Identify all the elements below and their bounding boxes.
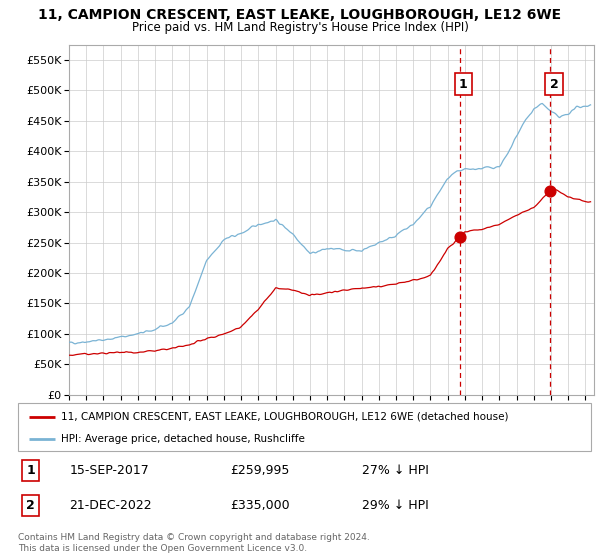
Text: 21-DEC-2022: 21-DEC-2022 <box>70 500 152 512</box>
Text: 29% ↓ HPI: 29% ↓ HPI <box>362 500 428 512</box>
Text: Contains HM Land Registry data © Crown copyright and database right 2024.
This d: Contains HM Land Registry data © Crown c… <box>18 533 370 553</box>
Text: 11, CAMPION CRESCENT, EAST LEAKE, LOUGHBOROUGH, LE12 6WE: 11, CAMPION CRESCENT, EAST LEAKE, LOUGHB… <box>38 8 562 22</box>
Text: 27% ↓ HPI: 27% ↓ HPI <box>362 464 428 478</box>
Text: 2: 2 <box>550 78 558 91</box>
Text: 15-SEP-2017: 15-SEP-2017 <box>70 464 149 478</box>
Text: 1: 1 <box>459 78 468 91</box>
Point <box>455 232 465 241</box>
Point <box>545 186 555 195</box>
Text: 2: 2 <box>26 500 35 512</box>
Text: 11, CAMPION CRESCENT, EAST LEAKE, LOUGHBOROUGH, LE12 6WE (detached house): 11, CAMPION CRESCENT, EAST LEAKE, LOUGHB… <box>61 412 508 422</box>
Text: £335,000: £335,000 <box>230 500 290 512</box>
Text: 1: 1 <box>26 464 35 478</box>
Text: HPI: Average price, detached house, Rushcliffe: HPI: Average price, detached house, Rush… <box>61 434 305 444</box>
Text: £259,995: £259,995 <box>230 464 289 478</box>
Text: Price paid vs. HM Land Registry's House Price Index (HPI): Price paid vs. HM Land Registry's House … <box>131 21 469 34</box>
